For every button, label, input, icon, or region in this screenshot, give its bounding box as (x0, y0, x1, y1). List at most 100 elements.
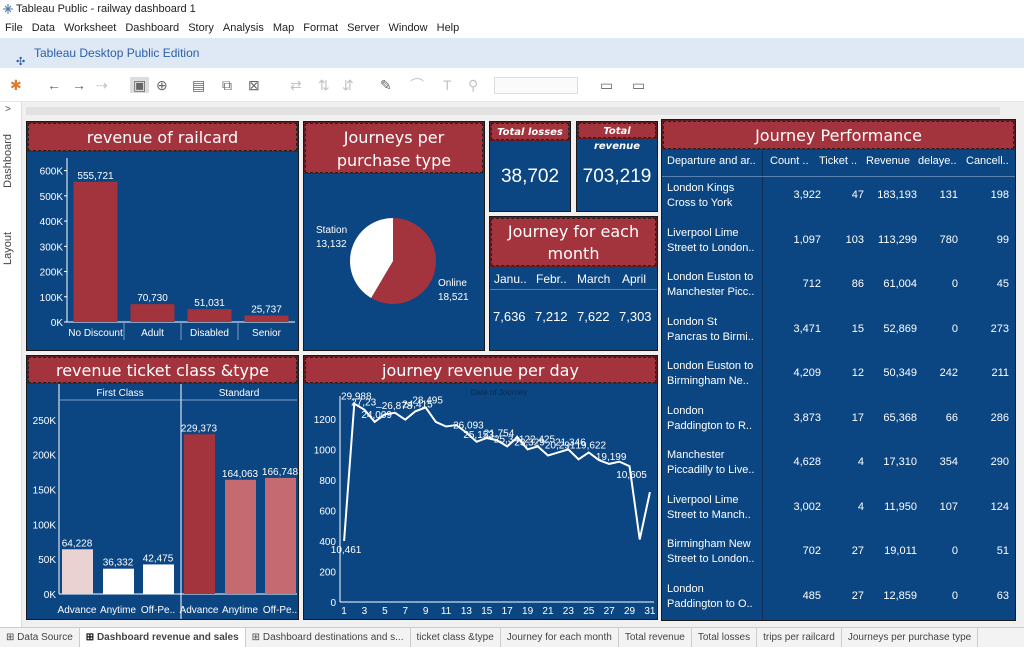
daily-data-label: 23,329 (514, 437, 545, 448)
menu-window[interactable]: Window (388, 22, 428, 34)
table-cell-count: 3,471 (793, 322, 821, 335)
route-line2: Cross to York (667, 197, 733, 209)
header-ticket[interactable]: Ticket .. (819, 155, 858, 167)
table-row-route[interactable]: Liverpool Lime Street to London.. (667, 226, 762, 256)
route-line1: Manchester (667, 449, 725, 461)
tableau-app-icon (3, 4, 13, 14)
daily-y-tick: 200 (319, 567, 336, 578)
header-count[interactable]: Count .. (770, 155, 809, 167)
table-cell-revenue: 52,869 (883, 322, 917, 335)
header-delayed[interactable]: delaye.. (918, 155, 957, 167)
menu-format[interactable]: Format (303, 22, 339, 34)
table-cell-ticket: 27 (851, 545, 864, 557)
railcard-x-label: Disabled (190, 328, 229, 339)
table-row-route[interactable]: London Euston to Birmingham Ne.. (667, 359, 762, 389)
ticket-x-label: Anytime (100, 605, 137, 616)
pin-icon[interactable]: ⚲ (468, 77, 479, 93)
fit-dropdown[interactable] (494, 77, 578, 94)
table-row-route[interactable]: London St Pancras to Birmi.. (667, 315, 762, 345)
tab-layout[interactable]: Layout (2, 232, 14, 266)
tab-dashboard-destinations[interactable]: ⊞ Dashboard destinations and s... (246, 628, 411, 647)
menu-analysis[interactable]: Analysis (222, 22, 264, 34)
purchase-title-line1: Journeys per (343, 128, 445, 147)
new-datasource-icon[interactable]: ⊕ (156, 77, 168, 93)
daily-data-label: 27,23_ (351, 398, 382, 409)
ticket-x-label: Off-Pe.. (141, 605, 175, 616)
railcard-data-label: 25,737 (251, 305, 282, 316)
pie-value-station: 13,132 (316, 239, 347, 250)
horizontal-scrollbar[interactable] (26, 107, 1000, 115)
tab-data-source[interactable]: ⊞ Data Source (0, 628, 80, 647)
menu-file[interactable]: File (5, 22, 23, 34)
window-title-bar: Tableau Public - railway dashboard 1 (0, 0, 1024, 18)
header-route[interactable]: Departure and ar.. (667, 155, 756, 167)
pie-slice-station (350, 218, 393, 298)
table-cell-revenue: 113,299 (878, 233, 917, 246)
tab-total-losses[interactable]: Total losses (692, 628, 758, 647)
tableau-logo-icon[interactable]: ✱ (10, 77, 22, 93)
redo-icon[interactable]: → (72, 77, 86, 93)
menu-worksheet[interactable]: Worksheet (63, 22, 117, 34)
sheet-tabs: ⊞ Data Source ⊞ Dashboard revenue and sal… (0, 627, 1024, 647)
header-revenue[interactable]: Revenue (866, 155, 911, 167)
tableau-edition-icon: ✣ (16, 56, 26, 68)
tab-total-revenue[interactable]: Total revenue (619, 628, 692, 647)
duplicate-icon[interactable]: ⧉ (222, 77, 232, 93)
undo-icon[interactable]: ← (47, 77, 61, 93)
table-row-route[interactable]: London Kings Cross to York (667, 181, 762, 211)
tab-trips-railcard[interactable]: trips per railcard (757, 628, 842, 647)
table-cell-revenue: 19,011 (884, 545, 917, 557)
tab-journeys-purchase[interactable]: Journeys per purchase type (842, 628, 979, 647)
daily-y-tick: 800 (319, 476, 336, 487)
menu-server[interactable]: Server (347, 22, 380, 34)
menu-help[interactable]: Help (436, 22, 460, 34)
ticket-bar (103, 568, 134, 594)
ticket-x-label: Anytime (222, 605, 259, 616)
clear-icon[interactable]: ⊠ (248, 77, 260, 93)
table-row-route[interactable]: London Paddington to O.. (667, 582, 762, 612)
new-worksheet-icon[interactable]: ▤ (192, 77, 206, 93)
table-row-route[interactable]: Birmingham New Street to London.. (667, 537, 762, 567)
table-row-route[interactable]: London Euston to Manchester Picc.. (667, 270, 762, 300)
sort-desc-icon[interactable]: ⇵ (342, 77, 354, 93)
table-cell-revenue: 12,859 (883, 589, 917, 602)
menu-story[interactable]: Story (188, 22, 214, 34)
show-cards-icon[interactable]: ▭ (600, 77, 614, 93)
swap-icon[interactable]: ⇄ (290, 77, 302, 93)
tab-ticket-class[interactable]: ticket class &type (411, 628, 501, 647)
revenue-total-title: Total revenue (577, 122, 657, 152)
month-header-feb: Febr.. (536, 272, 567, 286)
collapse-button[interactable]: > (5, 104, 11, 115)
redo-dropdown-icon[interactable]: ⇢ (96, 77, 108, 93)
table-cell-ticket: 17 (851, 411, 864, 424)
tab-dashboard[interactable]: Dashboard (2, 134, 14, 188)
table-cell-ticket: 27 (851, 589, 864, 602)
ticket-bar (143, 564, 174, 594)
presentation-icon[interactable]: ▭ (632, 77, 646, 93)
ticket-bar (184, 434, 215, 594)
sort-asc-icon[interactable]: ⇅ (318, 77, 330, 93)
highlight-icon[interactable]: ✎ (380, 77, 392, 93)
table-row-route[interactable]: Manchester Piccadilly to Live.. (667, 448, 762, 478)
menu-data[interactable]: Data (31, 22, 55, 34)
table-row-route[interactable]: London Paddington to R.. (667, 404, 762, 434)
daily-data-label: 22,425 (524, 434, 555, 445)
menu-map[interactable]: Map (272, 22, 295, 34)
railcard-bar (73, 181, 118, 322)
railcard-data-label: 51,031 (194, 298, 225, 309)
route-line2: Street to Manch.. (667, 508, 751, 521)
table-cell-count: 4,209 (793, 367, 821, 379)
table-cell-ticket: 12 (851, 367, 864, 379)
daily-x-tick: 25 (583, 606, 595, 617)
save-icon[interactable]: ▣ (130, 77, 150, 93)
tab-dashboard-revenue[interactable]: ⊞ Dashboard revenue and sales (79, 628, 246, 647)
header-cancelled[interactable]: Cancell.. (966, 155, 1009, 167)
label-icon[interactable]: T (443, 77, 452, 93)
railcard-y-tick: 100K (40, 293, 64, 304)
tab-journey-month[interactable]: Journey for each month (501, 628, 619, 647)
table-cell-delayed: 0 (951, 545, 958, 557)
menu-dashboard[interactable]: Dashboard (125, 22, 180, 34)
group-icon[interactable]: ⌒ (410, 77, 424, 93)
table-cell-count: 3,922 (793, 189, 821, 201)
table-row-route[interactable]: Liverpool Lime Street to Manch.. (667, 493, 762, 523)
